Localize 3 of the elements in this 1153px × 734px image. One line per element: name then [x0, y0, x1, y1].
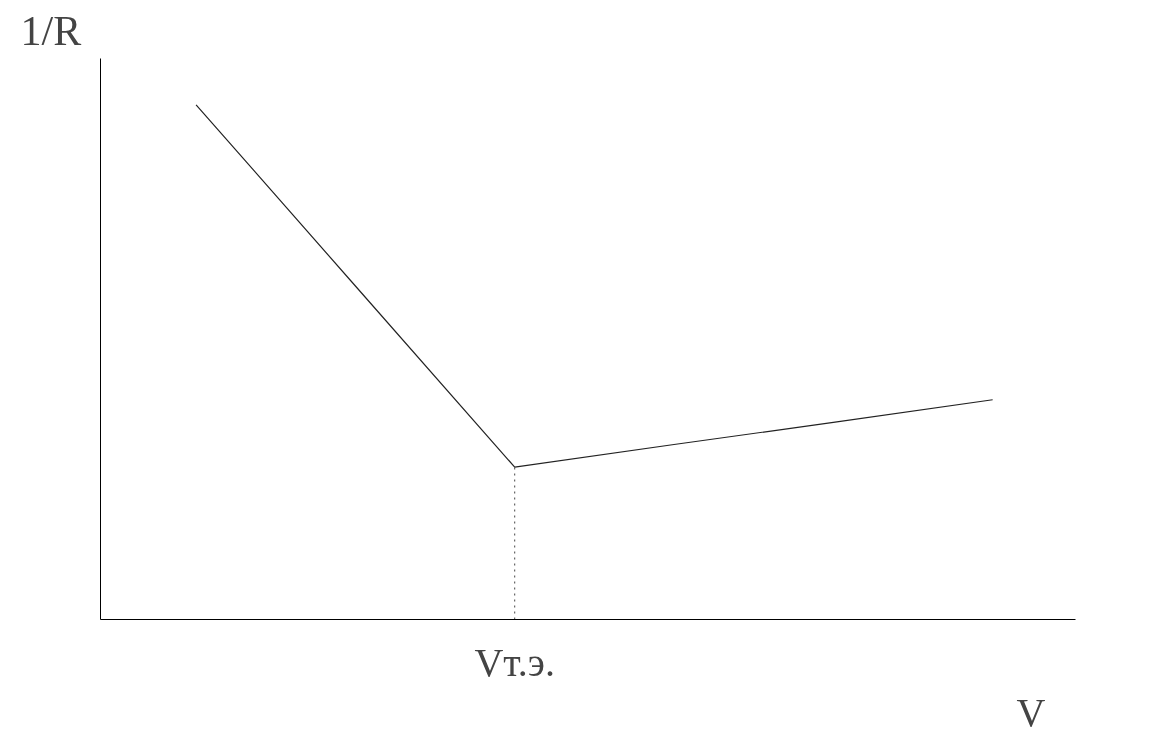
y-axis-title: 1/R	[20, 7, 82, 54]
text: Vт.э.	[474, 639, 555, 685]
x-axis-title: V	[1016, 689, 1046, 734]
